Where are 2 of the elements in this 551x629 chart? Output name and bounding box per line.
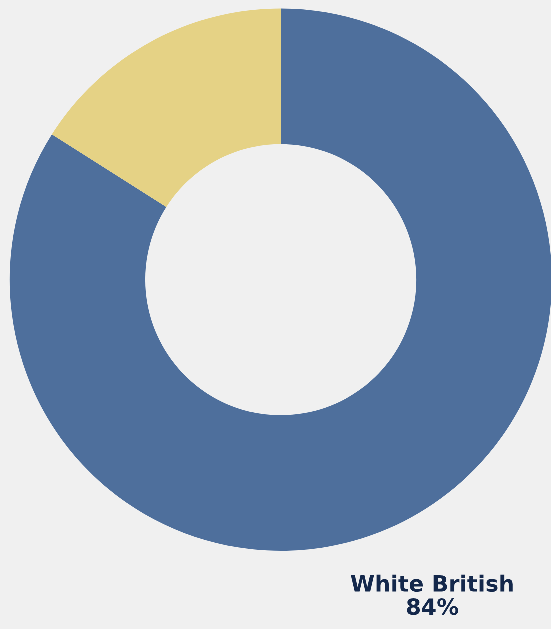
data-label: 84% [407, 598, 458, 616]
slice-label: White British [351, 574, 513, 592]
